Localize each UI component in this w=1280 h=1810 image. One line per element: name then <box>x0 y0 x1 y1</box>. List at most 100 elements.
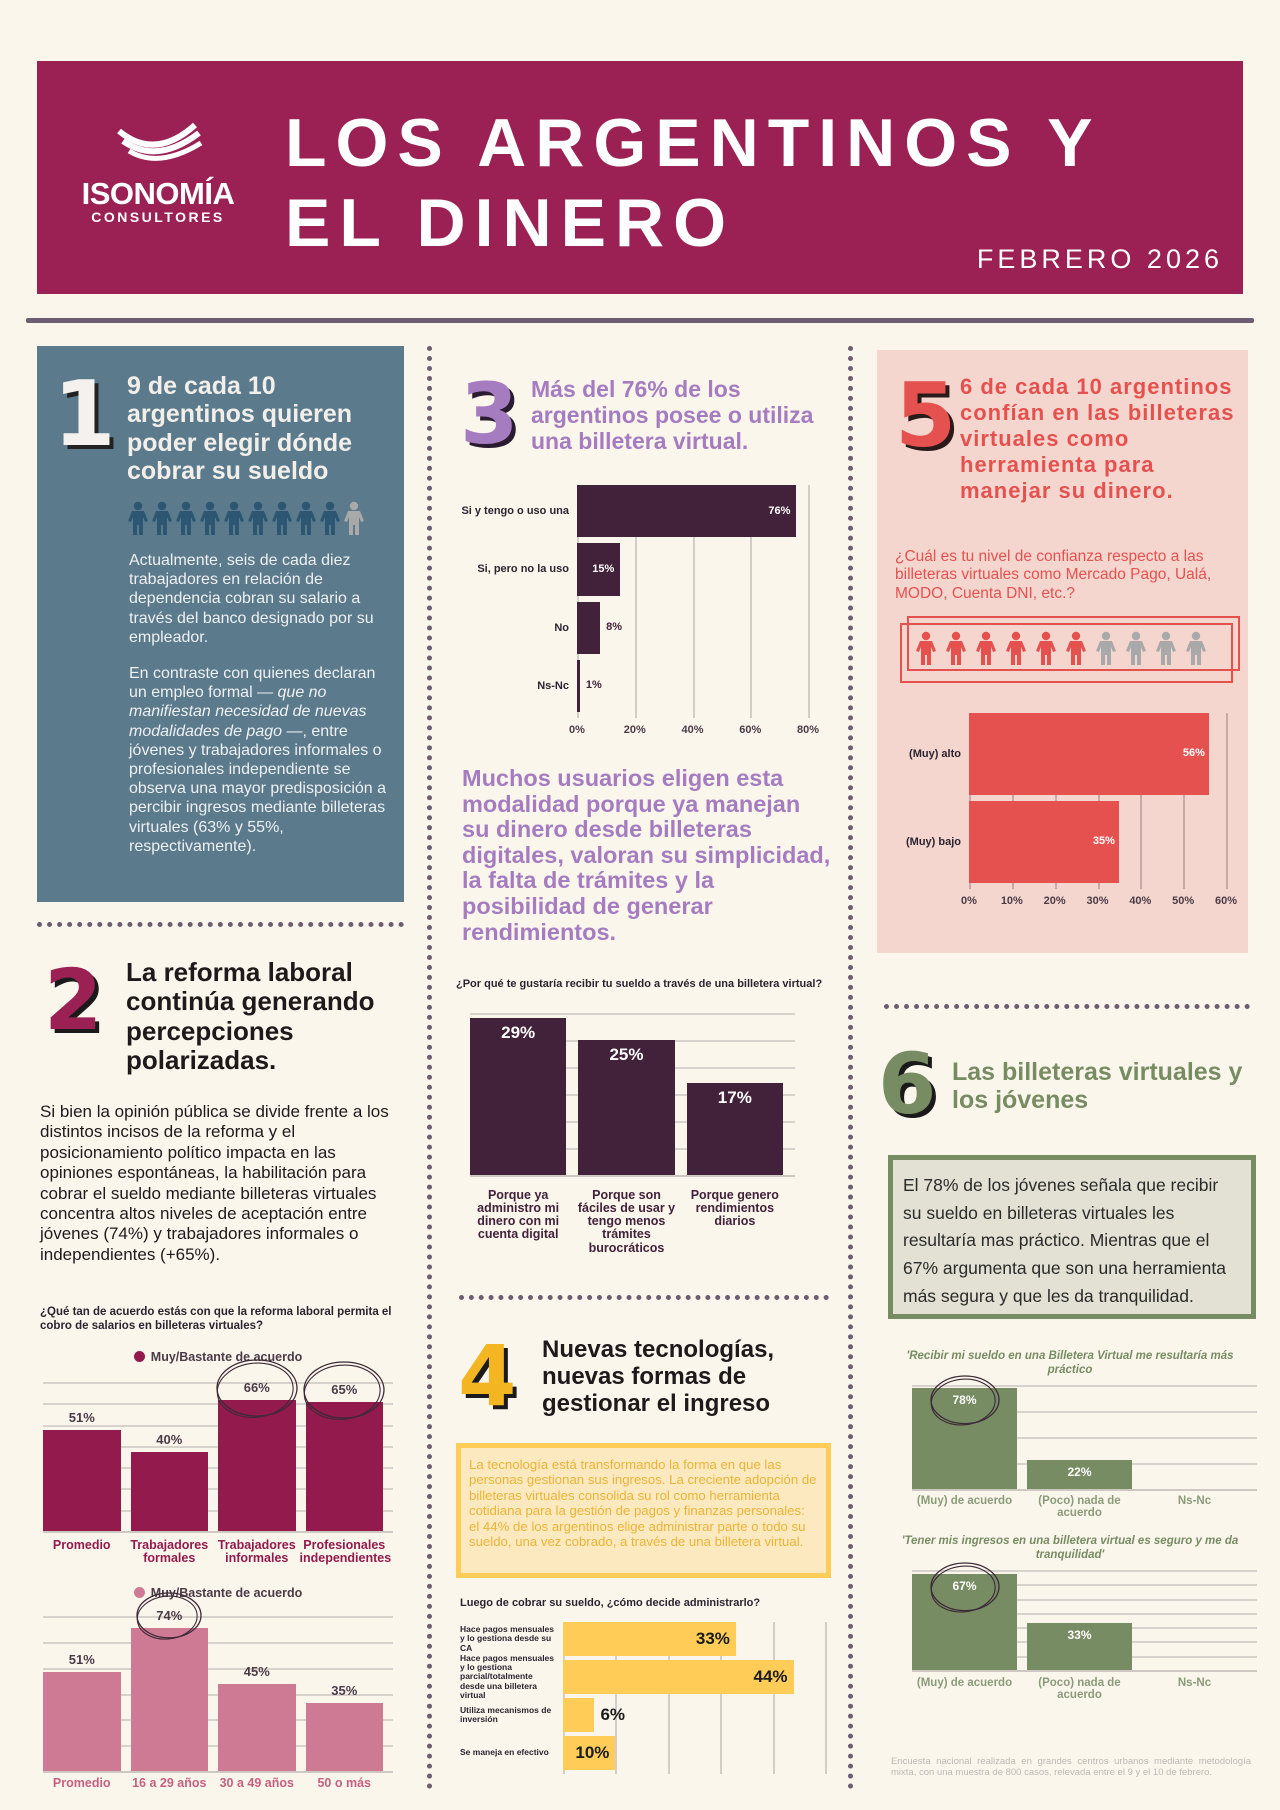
category-label: (Muy) de acuerdo <box>916 1677 1013 1689</box>
chart-title: 'Recibir mi sueldo en una Billetera Virt… <box>906 1350 1234 1376</box>
gridline <box>43 1616 393 1618</box>
data-label: 8% <box>606 621 622 634</box>
data-label: 74% <box>156 1607 183 1623</box>
legend-label: Muy/Bastante de acuerdo <box>150 1586 303 1600</box>
category-label: Trabajadores formales <box>130 1538 209 1566</box>
axis-tick-label: 60% <box>739 724 762 736</box>
person-icon <box>976 631 996 665</box>
chart-bar <box>305 1703 383 1771</box>
section-5-card: 5 6 de cada 10 argentinos confían en las… <box>877 350 1248 953</box>
trust-level-chart: 0% 10% 20% 30% 40% 50% 60% 56% (Muy) alto 35% (Muy… <box>877 708 1248 948</box>
chart-bar <box>563 1736 616 1770</box>
practical-agreement-chart: 78% (Muy) de acuerdo 22% (Poco) nada de acu… <box>912 1375 1257 1525</box>
axis-tick-label: 60% <box>1214 895 1238 907</box>
gridline <box>43 1382 393 1384</box>
category-label: No <box>554 621 569 634</box>
chart-bar <box>43 1672 121 1771</box>
axis-tick-label: 0% <box>961 895 977 907</box>
data-label: 22% <box>1067 1465 1092 1480</box>
chart-bar <box>563 1660 794 1694</box>
category-label: Hace pagos mensuales y lo gestiona desde… <box>460 1623 555 1653</box>
person-icon <box>272 501 292 535</box>
data-label: 44% <box>753 1666 788 1686</box>
section-number: 3 <box>460 365 519 463</box>
section-number: 4 <box>458 1327 517 1425</box>
section-heading: Más del 76% de los argentinos posee o ut… <box>531 376 814 454</box>
wallet-usage-chart: 0% 20% 40% 60% 80% 76% Si y tengo o uso una 15%… <box>446 480 826 736</box>
axis-tick-label: 30% <box>1086 895 1109 907</box>
person-icon <box>224 501 244 535</box>
logo-icon <box>117 122 203 161</box>
gridline <box>692 485 695 718</box>
gridline <box>808 485 810 718</box>
page-title-line2: EL DINERO <box>285 185 736 261</box>
gridline <box>912 1612 1257 1615</box>
category-label: Ns-Nc <box>1177 1677 1212 1689</box>
chart-bar <box>130 1627 208 1771</box>
gridline <box>1226 713 1228 889</box>
salary-management-chart: 33% Hace pagos mensuales y lo gestiona de… <box>460 1620 840 1775</box>
chart-bar <box>577 485 797 538</box>
date-label: FEBRERO 2026 <box>976 244 1223 274</box>
chart-legend: Muy/Bastante de acuerdo <box>43 1586 393 1600</box>
section-divider <box>459 1295 829 1300</box>
data-label: 35% <box>1092 835 1115 848</box>
category-label: (Poco) nada de acuerdo <box>1038 1677 1121 1702</box>
chart-bar <box>1027 1460 1132 1489</box>
category-label: (Muy) alto <box>909 747 961 760</box>
page-title-line1: LOS ARGENTINOS Y <box>285 105 1102 181</box>
section-heading: 6 de cada 10 argentinos confían en las b… <box>960 374 1235 503</box>
gridline <box>912 1598 1257 1601</box>
data-label: 17% <box>717 1088 752 1108</box>
gridline <box>1140 713 1143 889</box>
section-1-card: 1 9 de cada 10 argentinos quieren poder … <box>37 346 404 902</box>
chart-bar <box>470 1018 567 1175</box>
person-icon <box>916 631 936 665</box>
highlight-circle-icon <box>303 1361 385 1420</box>
footnote: Encuesta nacional realizada en grandes c… <box>891 1756 1251 1779</box>
info-box: La tecnología está transformando la form… <box>456 1443 831 1578</box>
data-label: 25% <box>609 1045 644 1064</box>
section-paragraph: Si bien la opinión pública se divide fre… <box>40 1102 389 1264</box>
chart-bar <box>218 1683 296 1771</box>
data-label: 78% <box>952 1392 977 1407</box>
gridline <box>912 1584 1257 1587</box>
data-label: 45% <box>243 1663 270 1679</box>
gridline <box>43 1667 393 1670</box>
data-label: 51% <box>68 1652 95 1668</box>
category-label: Promedio <box>52 1538 111 1552</box>
icon-frame <box>900 623 1233 683</box>
category-label: Si y tengo o uso una <box>461 505 569 518</box>
data-label: 6% <box>600 1704 626 1724</box>
column-divider <box>848 346 853 1790</box>
category-label: Ns-Nc <box>537 679 569 692</box>
person-icon <box>176 501 196 535</box>
person-icon <box>1066 631 1086 665</box>
category-label: Si, pero no la uso <box>477 563 569 576</box>
data-label: 56% <box>1182 747 1205 760</box>
section-paragraph: En contraste con quienes declaran un emp… <box>129 664 391 856</box>
data-label: 15% <box>592 562 615 575</box>
category-label: Trabajadores informales <box>217 1538 296 1566</box>
person-icon <box>248 501 268 535</box>
data-label: 1% <box>585 679 602 692</box>
x-axis <box>43 1771 393 1773</box>
data-label: 67% <box>952 1579 977 1594</box>
section-number: 1 <box>53 362 116 467</box>
logo-name: ISONOMÍA <box>81 176 235 211</box>
person-icon <box>296 501 316 535</box>
section-number: 6 <box>878 1035 937 1133</box>
highlight-text: Muchos usuarios eligen esta modalidad po… <box>462 765 831 945</box>
data-label: 10% <box>575 1742 610 1762</box>
chart-bar <box>563 1698 595 1732</box>
axis-tick-label: 80% <box>796 724 820 736</box>
data-label: 51% <box>68 1409 95 1425</box>
gridline <box>750 485 753 718</box>
data-label: 65% <box>331 1381 358 1397</box>
highlight-circle-icon <box>136 1592 202 1640</box>
person-icon <box>1006 631 1026 665</box>
header-banner: ISONOMÍA CONSULTORES LOS ARGENTINOS Y EL… <box>37 61 1243 294</box>
chart-question: ¿Cuál es tu nivel de confianza respecto … <box>895 548 1212 602</box>
axis-tick-label: 20% <box>623 724 646 736</box>
chart-bar <box>1027 1622 1132 1670</box>
